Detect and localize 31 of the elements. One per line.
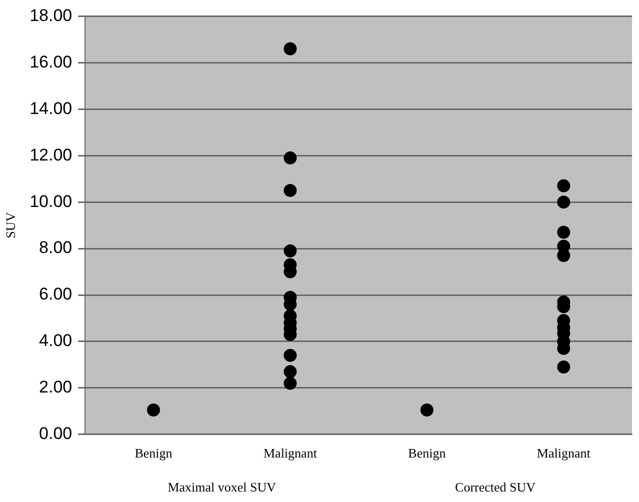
y-tick-label: 4.00: [39, 331, 72, 350]
point: [147, 404, 160, 417]
point: [284, 376, 297, 390]
text: Corrected SUV: [455, 479, 536, 494]
y-tick-label: 18.00: [30, 6, 72, 25]
point: [284, 348, 297, 362]
x-tick-label: Benign: [408, 446, 446, 461]
point: [557, 179, 570, 192]
y-tick-label: 12.00: [30, 145, 72, 164]
x-tick-label: Benign: [134, 446, 173, 461]
point: [284, 244, 297, 258]
point: [284, 151, 297, 164]
y-tick-label: 14.00: [30, 98, 72, 118]
y-tick-label: 0.00: [39, 424, 72, 444]
point: [557, 226, 570, 239]
y-tick-label: 8.00: [39, 238, 72, 258]
point: [284, 365, 297, 378]
point: [284, 184, 297, 197]
point: [557, 240, 570, 253]
y-tick-label: 16.00: [30, 52, 72, 72]
y-tick-label: 10.00: [30, 192, 72, 211]
text: Maximal voxel SUV: [168, 479, 277, 494]
x-tick-label: Malignant: [263, 446, 318, 461]
y-tick-label: 6.00: [39, 284, 72, 304]
point: [557, 360, 570, 374]
point: [557, 196, 570, 209]
y-axis-title: SUV: [3, 212, 18, 238]
point: [284, 42, 297, 56]
x-tick-label: Malignant: [536, 446, 591, 461]
y-tick-label: 2.00: [39, 378, 72, 397]
point: [420, 404, 434, 417]
